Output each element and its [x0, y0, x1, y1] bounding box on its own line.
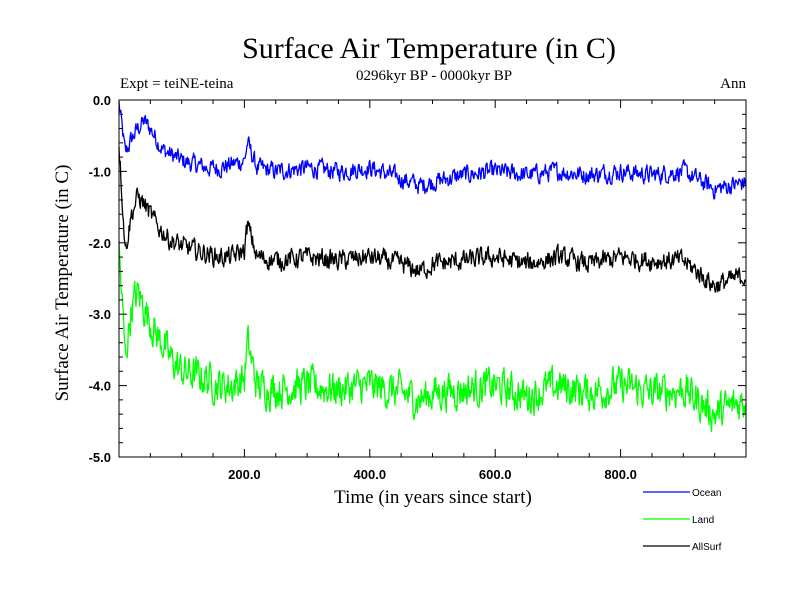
experiment-label: Expt = teiNE-teina: [120, 76, 234, 92]
chart-subtitle: 0296kyr BP - 0000kyr BP: [356, 68, 512, 84]
x-axis-title: Time (in years since start): [334, 487, 532, 508]
x-tick-label: 200.0: [228, 467, 261, 482]
x-tick-label: 600.0: [479, 467, 512, 482]
y-tick-label: -2.0: [89, 236, 111, 251]
y-tick-label: 0.0: [93, 93, 111, 108]
series-line-land: [118, 240, 747, 433]
series-group: [118, 101, 747, 433]
x-tick-label: 400.0: [354, 467, 387, 482]
legend-label-land: Land: [692, 515, 714, 526]
legend-label-allsurf: AllSurf: [692, 542, 722, 553]
ticks-group: 0.0 -1.0 -2.0 -3.0 -4.0 -5.0 200.0 400.0 600.0 80…: [89, 93, 746, 482]
y-tick-label: -3.0: [89, 307, 111, 322]
x-tick-label: 800.0: [604, 467, 637, 482]
legend: Ocean Land AllSurf: [643, 488, 722, 553]
y-tick-label: -5.0: [89, 450, 111, 465]
series-line-ocean: [118, 101, 747, 200]
season-label: Ann: [720, 76, 746, 92]
y-tick-label: -1.0: [89, 164, 111, 179]
y-tick-label: -4.0: [89, 379, 111, 394]
y-axis-title: Surface Air Temperature (in C): [52, 165, 73, 402]
legend-label-ocean: Ocean: [692, 488, 721, 499]
series-line-allsurf: [118, 146, 747, 293]
chart-title: Surface Air Temperature (in C): [242, 32, 616, 65]
